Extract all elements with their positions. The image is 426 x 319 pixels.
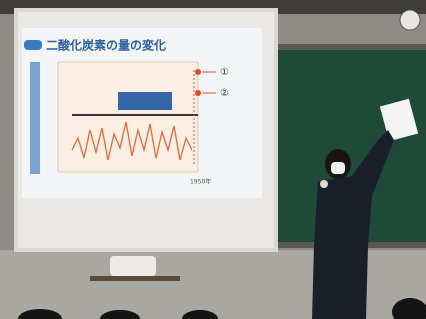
desk xyxy=(90,276,180,281)
plot-area xyxy=(58,62,198,172)
slide-icon xyxy=(24,40,42,50)
marker-label: ① xyxy=(220,67,229,78)
callout-box xyxy=(118,92,172,110)
projector xyxy=(110,256,156,276)
axis-end-label: 1950年 xyxy=(190,178,211,186)
hand xyxy=(320,180,328,188)
body: 二酸化炭素の量の変化 ① ② 1950年 (() => { const data… xyxy=(0,0,426,319)
mask xyxy=(331,162,345,174)
clock xyxy=(400,10,420,30)
marker-label: ② xyxy=(220,88,229,99)
page: {"slide": {"title": "二酸化炭素の量の変化", "marke… xyxy=(0,0,426,319)
side-arrow xyxy=(30,62,40,174)
scene: 二酸化炭素の量の変化 ① ② 1950年 xyxy=(0,0,426,319)
slide-title: 二酸化炭素の量の変化 xyxy=(46,38,166,53)
marker-dot xyxy=(195,69,201,75)
marker-dot xyxy=(195,90,201,96)
